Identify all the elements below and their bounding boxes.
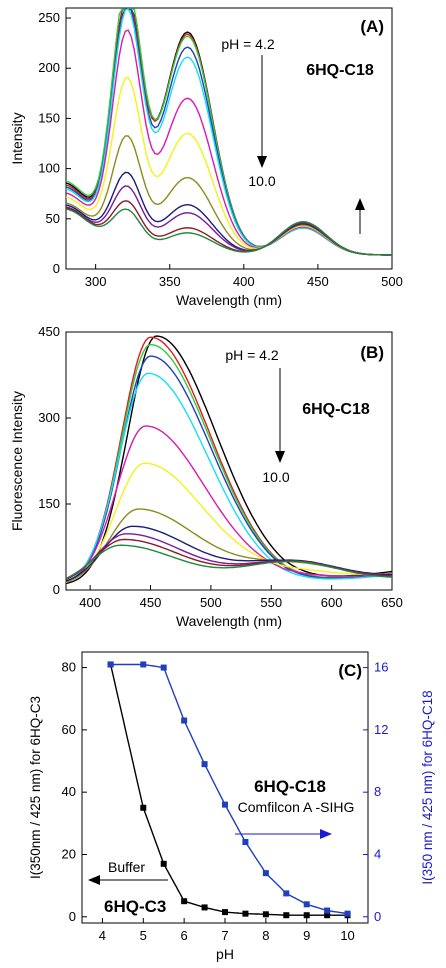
panel-b-x-tick-label: 600: [321, 595, 343, 610]
panel-c-point-6HQ-C3: [242, 910, 249, 917]
panel-b-series-line: [65, 336, 393, 583]
panel-b-series-line: [65, 544, 393, 580]
panel-c-point-6HQ-C18: [107, 661, 114, 668]
panel-c-y-left-tick-label: 60: [62, 722, 76, 737]
panel-a-y-tick-label: 0: [53, 261, 60, 276]
panel-c-buffer-label: Buffer: [108, 859, 145, 875]
panel-b-series-line: [65, 425, 393, 583]
panel-b-y-tick-label: 150: [38, 496, 60, 511]
panel-b-series-line: [65, 462, 393, 583]
panel-c-point-6HQ-C3: [201, 904, 208, 911]
panel-b-frame: [65, 331, 393, 591]
panel-a-y-tick-label: 50: [46, 211, 60, 226]
panel-b-ph-end: 10.0: [262, 469, 289, 485]
panel-c-x-tick-label: 6: [181, 928, 188, 943]
panel-c-point-6HQ-C18: [262, 870, 269, 877]
panel-c-x-tick-label: 7: [221, 928, 228, 943]
panel-c-y-left-tick-label: 40: [62, 784, 76, 799]
panel-b-x-axis-label: Wavelength (nm): [176, 613, 282, 629]
panel-c-point-6HQ-C3: [181, 898, 188, 905]
panel-b-y-tick-label: 450: [38, 324, 60, 339]
panel-c-right-arrowhead: [320, 829, 332, 839]
panel-a-y-tick-label: 100: [38, 161, 60, 176]
panel-a-y-tick-label: 250: [38, 10, 60, 25]
panel-c-point-6HQ-C18: [160, 664, 167, 671]
panel-a-frame: [65, 7, 393, 270]
panel-c-point-6HQ-C18: [324, 907, 331, 914]
panel-a-y-tick-label: 200: [38, 60, 60, 75]
panel-a-down-arrowhead: [257, 156, 267, 168]
panel-c-point-6HQ-C3: [303, 912, 310, 919]
panel-c-x-tick-label: 8: [262, 928, 269, 943]
panel-b-panel-label: (B): [360, 343, 384, 362]
panel-c-point-6HQ-C18: [242, 839, 249, 846]
panel-a-series-line: [65, 200, 392, 256]
panel-a-x-tick-label: 400: [233, 274, 255, 289]
panel-c-point-6HQ-C3: [324, 912, 331, 919]
panel-b-x-tick-label: 500: [200, 595, 222, 610]
panel-b-x-tick-label: 450: [140, 595, 162, 610]
panel-a-compound-label: 6HQ-C18: [306, 62, 374, 79]
panel-c-point-6HQ-C18: [303, 901, 310, 908]
panel-a-up-arrowhead: [355, 198, 365, 210]
panel-c-point-6HQ-C18: [344, 910, 351, 917]
panel-b-x-tick-label: 400: [79, 595, 101, 610]
panel-c-y-right-tick-label: 8: [374, 784, 381, 799]
panel-a-x-tick-label: 500: [381, 274, 403, 289]
panel-a-series-line: [65, 76, 392, 256]
panel-c-fit-line-6HQ-C18: [110, 663, 348, 915]
panel-c-x-tick-label: 9: [303, 928, 310, 943]
panel-a-y-tick-label: 150: [38, 110, 60, 125]
panel-b-ph-start: pH = 4.2: [225, 347, 279, 363]
panel-b-y-axis-label: Fluorescence Intensity: [9, 391, 25, 531]
panel-b-series-line: [65, 372, 393, 583]
panel-c-y-right-tick-label: 0: [374, 909, 381, 924]
panel-a-x-axis-label: Wavelength (nm): [176, 292, 282, 308]
panel-c-y-left-tick-label: 20: [62, 846, 76, 861]
panel-c-point-6HQ-C18: [283, 890, 290, 897]
panel-c-c3-title: 6HQ-C3: [104, 897, 166, 916]
panel-c-y-left-axis-label: I(350nm / 425 nm) for 6HQ-C3: [28, 696, 43, 879]
panel-c-y-right-tick-label: 4: [374, 846, 381, 861]
panel-c-c18-title: 6HQ-C18: [254, 777, 326, 796]
panel-b-down-arrowhead: [275, 451, 285, 463]
panel-a-panel-label: (A): [360, 17, 384, 36]
panel-b-x-tick-label: 550: [260, 595, 282, 610]
panel-a-ph-end: 10.0: [248, 173, 275, 189]
panel-a-series-line: [65, 208, 392, 256]
panel-a-y-axis-label: Intensity: [9, 112, 25, 164]
panel-a-ph-start: pH = 4.2: [221, 36, 275, 52]
panel-c-point-6HQ-C18: [201, 761, 208, 768]
panel-c-point-6HQ-C18: [222, 801, 228, 808]
panel-c-left-arrowhead: [88, 875, 100, 885]
panel-c-point-6HQ-C18: [181, 717, 188, 724]
panel-c-y-right-axis-label: I(350 nm / 425 nm) for 6HQ-C18: [420, 690, 435, 884]
panel-b-y-tick-label: 300: [38, 410, 60, 425]
panel-a-x-tick-label: 350: [159, 274, 181, 289]
panel-c-c18-sub: Comfilcon A -SIHG: [238, 799, 355, 815]
panel-c-point-6HQ-C3: [262, 911, 269, 918]
panel-b-y-tick-label: 0: [53, 582, 60, 597]
panel-a-x-tick-label: 450: [307, 274, 329, 289]
panel-c-x-tick-label: 10: [340, 928, 354, 943]
panel-c-fit-line-6HQ-C3: [109, 664, 348, 916]
panel-c-x-axis-label: pH: [216, 946, 234, 962]
panel-c-y-left-tick-label: 80: [62, 660, 76, 675]
panel-c-x-tick-label: 5: [140, 928, 147, 943]
panel-c-y-left-tick-label: 0: [69, 909, 76, 924]
panel-c-y-right-tick-label: 16: [374, 660, 388, 675]
panel-c-point-6HQ-C3: [140, 804, 147, 811]
panel-c-y-right-tick-label: 12: [374, 722, 388, 737]
panel-c-point-6HQ-C3: [283, 912, 290, 919]
panel-b-x-tick-label: 650: [381, 595, 403, 610]
panel-c-point-6HQ-C3: [160, 860, 167, 867]
panel-c-point-6HQ-C3: [222, 909, 228, 916]
panel-b-compound-label: 6HQ-C18: [302, 401, 370, 418]
panel-c-x-tick-label: 4: [99, 928, 106, 943]
panel-c-point-6HQ-C18: [140, 661, 147, 668]
panel-a-x-tick-label: 300: [85, 274, 107, 289]
panel-c-panel-label: (C): [338, 661, 362, 680]
